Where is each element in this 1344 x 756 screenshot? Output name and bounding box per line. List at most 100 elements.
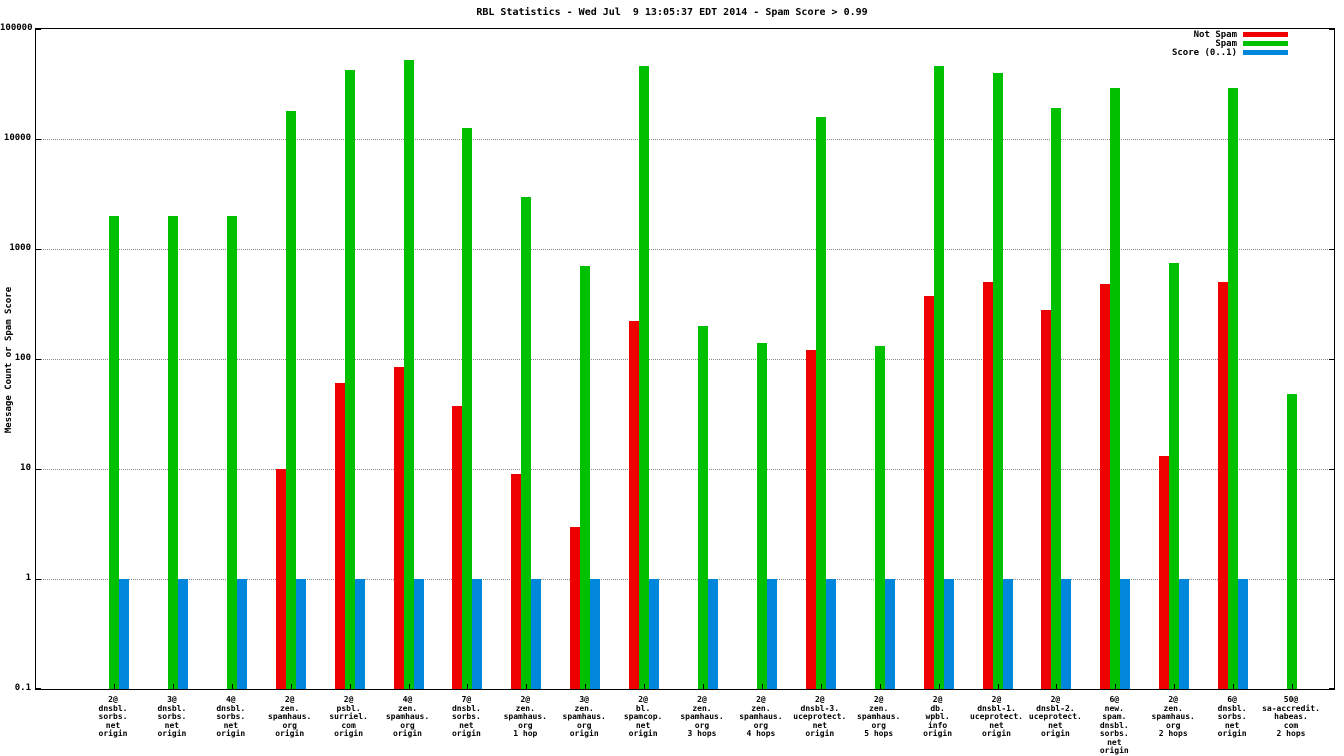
y-axis-tick-label: 100000 [0,23,33,33]
bar-score-0-1- [884,579,895,689]
x-category-label: 2@ zen. spamhaus. org 2 hops [1151,695,1195,738]
y-axis-tickmark [36,359,41,360]
bar-spam [815,116,826,689]
bar-spam [933,66,944,689]
x-axis-tickmark [467,684,469,689]
bar-not-spam [275,469,286,689]
bar-not-spam [570,526,581,689]
legend-entry: Not Spam [1172,29,1288,40]
bar-score-0-1- [1238,579,1249,689]
y-axis-tickmark [1329,688,1334,689]
bar-spam [403,60,414,689]
bar-score-0-1- [1002,579,1013,689]
gridline [36,359,1334,360]
x-axis-tickmark [408,684,410,689]
x-category-label: 2@ zen. spamhaus. org 5 hops [857,695,901,738]
x-axis-tickmark [820,684,822,689]
legend-entry-label: Spam [1215,38,1237,49]
x-category-label: 50@ sa-accredit. habeas. com 2 hops [1262,695,1320,738]
x-category-label: 2@ dnsbl-2. uceprotect. net origin [1028,695,1082,738]
bar-not-spam [805,350,816,689]
x-category-label: 2@ bl. spamcop. net origin [623,695,663,738]
bar-not-spam [1159,456,1170,689]
gridline [36,579,1334,580]
x-axis-tickmark [114,684,115,689]
legend-entry-label: Not Spam [1193,29,1237,40]
x-category-label: 7@ dnsbl. sorbs. net origin [451,695,481,738]
x-category-label: 2@ psbl. surriel. com origin [329,695,368,738]
y-axis-tick-label: 1 [25,573,31,583]
x-category-label: 4@ dnsbl. sorbs. net origin [216,695,246,738]
bar-score-0-1- [649,579,660,689]
legend-entry-label: Score (0..1) [1171,47,1237,58]
x-axis-tickmark [997,684,999,689]
x-axis-tickmark [644,684,646,689]
bar-not-spam [511,474,522,689]
x-axis-tickmark [703,684,704,689]
x-axis-tickmark [1233,684,1235,689]
x-category-label: 2@ dnsbl. sorbs. net origin [98,695,128,738]
bar-score-0-1- [825,579,836,689]
x-category-label: 6@ new. spam. dnsbl. sorbs. net origin [1099,695,1129,755]
bar-score-0-1- [766,579,777,689]
x-category-label: 2@ zen. spamhaus. org 3 hops [680,695,724,738]
x-category-label: 6@ dnsbl. sorbs. net origin [1217,695,1247,738]
y-axis-tickmark [36,688,41,689]
bar-spam [580,266,591,689]
x-axis-tickmark [1174,684,1176,689]
bar-not-spam [629,321,640,689]
x-category-label: 2@ zen. spamhaus. org origin [268,695,312,738]
bar-score-0-1- [119,579,129,689]
y-axis-tick-label: 10 [20,463,31,473]
x-axis-tickmark [1292,684,1293,689]
x-category-label: 3@ zen. spamhaus. org origin [562,695,606,738]
x-category-label: 3@ dnsbl. sorbs. net origin [157,695,187,738]
y-axis-tick-label: 100 [14,353,31,363]
bar-not-spam [334,383,345,689]
y-axis-tickmark [1329,139,1334,140]
y-axis-tick-label: 0.1 [14,683,31,693]
bar-spam [756,342,767,689]
bar-spam [109,215,119,689]
y-axis-tickmark [36,469,41,470]
x-axis-tickmark [1115,684,1117,689]
bar-score-0-1- [472,579,483,689]
legend: Not Spam Spam Score (0..1) [1171,29,1288,58]
bar-spam [874,346,885,689]
bar-score-0-1- [1061,579,1072,689]
bar-spam [226,215,237,689]
bar-not-spam [982,282,993,689]
bar-not-spam [1041,309,1052,689]
x-axis-tickmark [172,684,174,689]
bar-score-0-1- [413,579,424,689]
legend-color-swatch [1243,50,1288,55]
x-axis-tickmark [526,684,528,689]
bar-score-0-1- [943,579,954,689]
x-axis-tickmark [349,684,351,689]
y-axis-tickmark [36,29,41,30]
bar-spam [1228,88,1239,689]
bar-spam [167,215,178,689]
bar-score-0-1- [1120,579,1131,689]
bar-not-spam [452,406,463,689]
bar-spam [1287,394,1297,689]
y-axis-tickmark [1329,29,1334,30]
gridline [36,249,1334,250]
bar-spam [639,66,650,689]
legend-entry: Score (0..1) [1171,47,1288,58]
bar-score-0-1- [295,579,306,689]
bar-not-spam [393,366,404,689]
x-category-label: 2@ zen. spamhaus. org 4 hops [739,695,783,738]
bar-spam [521,196,532,689]
bar-spam [344,70,355,689]
bar-not-spam [923,296,934,689]
x-axis-tickmark [290,684,292,689]
bar-spam [1169,262,1180,689]
y-axis-tickmark [1329,579,1334,580]
x-axis-tickmark [585,684,587,689]
y-axis-tickmark [36,249,41,250]
x-axis-tickmark [1056,684,1058,689]
x-category-label: 2@ db. wpbl. info origin [923,695,953,738]
x-axis-tickmark [231,684,233,689]
bar-score-0-1- [708,579,718,689]
